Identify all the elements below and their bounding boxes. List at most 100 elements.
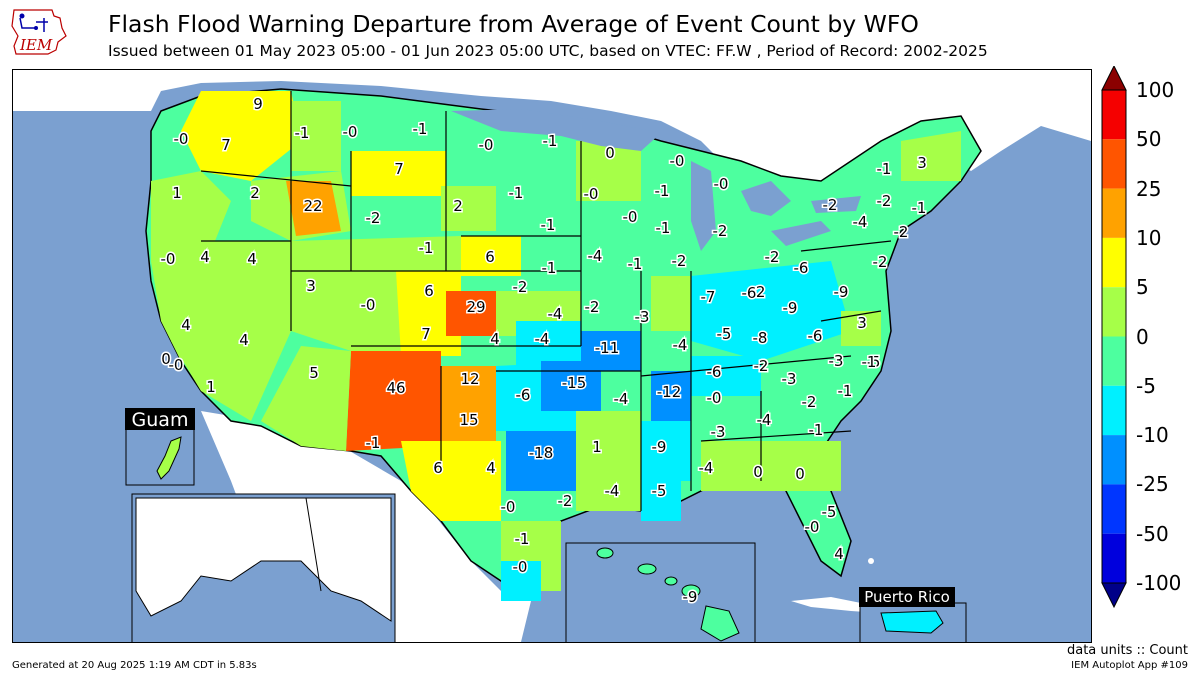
colorbar-tick-label: -10 — [1136, 423, 1169, 448]
colorbar-segment — [1102, 385, 1126, 436]
wfo-value-label: 1 — [206, 378, 216, 396]
guam-island — [156, 436, 182, 480]
wfo-value-label: -4 — [614, 390, 629, 408]
wfo-value-label: 2 — [250, 184, 260, 202]
wfo-value-label: 0 — [161, 350, 171, 368]
region-tulsa — [541, 361, 601, 411]
chart-title: Flash Flood Warning Departure from Avera… — [108, 10, 919, 38]
colorbar-tick-label: 100 — [1136, 78, 1175, 102]
wfo-value-label: 6 — [485, 248, 495, 266]
pr-island — [880, 610, 944, 634]
wfo-value-label: 5 — [309, 364, 319, 382]
wfo-value-label: -5 — [822, 503, 837, 521]
wfo-value-label: -3 — [635, 308, 650, 326]
wfo-value-label: 3 — [857, 314, 867, 332]
wfo-value-label: -18 — [529, 444, 554, 462]
region-tn — [691, 356, 761, 396]
region-tx-west — [401, 441, 501, 521]
wfo-value-label: -2 — [672, 252, 687, 270]
wfo-value-label: -1 — [543, 132, 558, 150]
wfo-value-label: -6 — [808, 327, 823, 345]
region-bro — [501, 561, 541, 601]
wfo-value-label: -2 — [754, 357, 769, 375]
wfo-value-label: -1 — [541, 216, 556, 234]
lake-ontario — [811, 196, 861, 213]
logo-text: IEM — [19, 36, 53, 54]
wfo-value-label: 6 — [424, 282, 434, 300]
wfo-value-label: 7 — [421, 325, 431, 343]
wfo-value-label: 4 — [247, 250, 257, 268]
wfo-value-label: -4 — [548, 305, 563, 323]
wfo-value-label: 22 — [303, 197, 322, 215]
region-lix — [641, 481, 681, 521]
region-wa-high — [181, 91, 301, 181]
region-mso — [291, 101, 341, 171]
wfo-value-label: 6 — [433, 459, 443, 477]
pr-label: Puerto Rico — [864, 588, 950, 606]
colorbar — [1098, 64, 1130, 610]
cuba-land — [791, 597, 881, 613]
wfo-value-label: 4 — [239, 331, 249, 349]
wfo-value-label: 4 — [181, 316, 191, 334]
region-mem — [651, 371, 691, 436]
wfo-value-label: -0 — [361, 296, 376, 314]
wfo-value-label: -9 — [683, 588, 698, 606]
wfo-value-label: -0 — [361, 296, 376, 314]
alaska-border — [305, 497, 322, 592]
region-az — [261, 346, 351, 451]
wfo-value-label: -4 — [673, 336, 688, 354]
wfo-value-label: -0 — [513, 558, 528, 576]
wfo-value-label: -12 — [657, 383, 682, 401]
wfo-value-label: -1 — [862, 353, 877, 371]
wfo-value-label: -4 — [588, 247, 603, 265]
colorbar-segment — [1102, 533, 1126, 583]
map-panel: Guam Puerto Rico 9 -0 7 1 2 22 -1 -0 -1 -0 -1 7 0 -0-… — [12, 69, 1092, 643]
wfo-value-label: 3 — [917, 154, 927, 172]
region-tx-pan — [441, 366, 496, 441]
wfo-value-label: -1 — [809, 421, 824, 439]
wfo-value-label: 46 — [386, 379, 405, 397]
wfo-value-label: -2 — [366, 209, 381, 227]
colorbar-tick-label: 25 — [1136, 176, 1162, 201]
wfo-value-label: -5 — [652, 482, 667, 500]
guam-label: Guam — [132, 409, 189, 431]
hawaii-islands — [596, 547, 740, 642]
wfo-value-label: -0 — [707, 389, 722, 407]
colorbar-segment — [1102, 484, 1126, 534]
wfo-value-label: 1 — [592, 438, 602, 456]
guam-label-bg — [125, 408, 195, 430]
wfo-value-label: -1 — [542, 259, 557, 277]
wfo-value-label: -2 — [823, 196, 838, 214]
region-ne-maine — [901, 131, 961, 181]
alaska-land — [135, 497, 392, 622]
wfo-value-label: -1 — [912, 199, 927, 217]
wfo-value-label: 7 — [394, 160, 404, 178]
lake-huron — [741, 181, 791, 216]
wfo-value-label: 1 — [172, 184, 182, 202]
data-units-label: data units :: Count — [1066, 643, 1188, 658]
pr-label-bg — [859, 587, 955, 607]
region-nw — [151, 171, 231, 261]
colorbar-frame — [1101, 89, 1127, 584]
lake-erie — [771, 221, 831, 246]
wfo-value-label: -5 — [717, 325, 732, 343]
region-ilx — [651, 276, 691, 331]
wfo-value-label: -0 — [501, 498, 516, 516]
wfo-value-label: -2 — [513, 278, 528, 296]
colorbar-segment — [1102, 188, 1126, 238]
colorbar-tick-label: 50 — [1136, 127, 1162, 152]
region-pueblo — [446, 291, 496, 336]
canada-land — [13, 70, 1091, 206]
region-unr — [441, 186, 496, 231]
wfo-value-label: -0 — [714, 175, 729, 193]
wfo-value-label: -0 — [169, 356, 184, 374]
wfo-value-label: -0 — [707, 389, 722, 407]
wfo-value-labels: 9-0 71 222-1 -0 -1-0 -170 -0-0 -1 -0-1-22-1 -0-13… — [159, 94, 928, 608]
wfo-value-label: -4 — [757, 411, 772, 429]
wfo-value-label: -5 — [866, 353, 881, 371]
colorbar-segment — [1102, 237, 1126, 288]
wfo-value-label: -2 — [713, 222, 728, 240]
region-ohio-valley — [691, 261, 851, 361]
state-borders — [200, 91, 892, 511]
wfo-value-label: 15 — [459, 411, 478, 429]
